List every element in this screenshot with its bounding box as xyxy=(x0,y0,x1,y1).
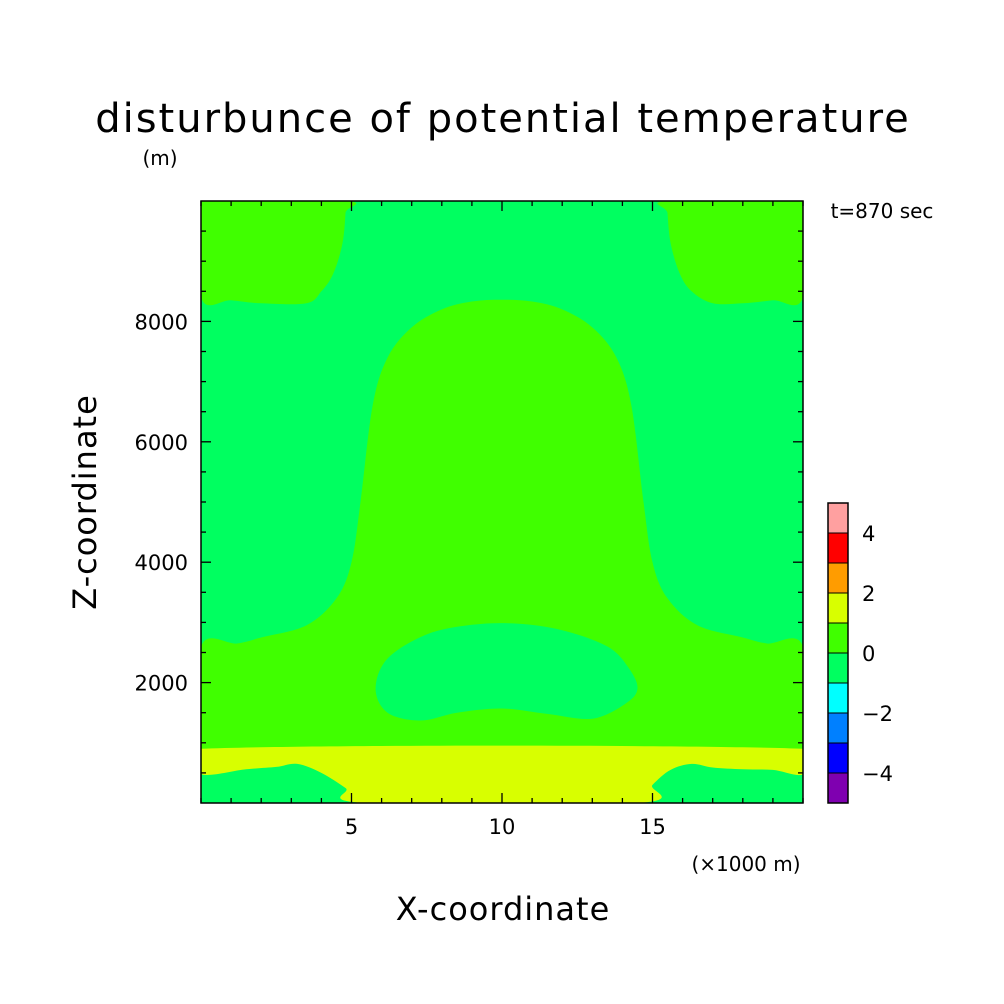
x-axis-title: X-coordinate xyxy=(396,890,611,928)
colorbar-tick-label: 0 xyxy=(862,642,875,666)
y-tick-label: 2000 xyxy=(135,672,188,696)
y-tick-label: 4000 xyxy=(135,551,188,575)
colorbar-swatch xyxy=(827,562,849,594)
colorbar-swatch xyxy=(827,742,849,774)
x-unit-label: (×1000 m) xyxy=(691,852,800,876)
colorbar-tick-label: −2 xyxy=(862,702,893,726)
region-upper-left-positive xyxy=(201,201,357,306)
colorbar-swatch xyxy=(827,502,849,534)
x-tick-label: 10 xyxy=(489,815,516,839)
y-tick-label: 6000 xyxy=(135,431,188,455)
colorbar-tick-label: 2 xyxy=(862,582,875,606)
time-label: t=870 sec xyxy=(831,199,934,223)
chart-title: disturbunce of potential temperature xyxy=(95,96,911,142)
colorbar-tick-label: 4 xyxy=(862,522,875,546)
y-axis-ticks: 2000 4000 6000 8000 xyxy=(135,230,803,774)
colorbar-tick-label: −4 xyxy=(862,762,893,786)
y-tick-label: 8000 xyxy=(135,310,188,334)
colorbar-frame xyxy=(827,502,849,804)
region-central-oval-zero xyxy=(375,623,638,721)
colorbar-swatch xyxy=(827,532,849,564)
x-axis-ticks: 5 10 15 xyxy=(200,201,804,839)
x-tick-label: 5 xyxy=(345,815,358,839)
region-central-bell-positive xyxy=(201,299,803,762)
colorbar-swatch xyxy=(827,712,849,744)
colorbar-swatch xyxy=(827,652,849,684)
colorbar-swatch xyxy=(827,592,849,624)
colorbar: 4 2 0 −2 −4 xyxy=(827,502,893,804)
title-unit-label: (m) xyxy=(142,146,177,170)
colorbar-swatch xyxy=(827,682,849,714)
colorbar-swatch xyxy=(827,772,849,804)
x-tick-label: 15 xyxy=(639,815,666,839)
plot-area xyxy=(200,200,804,804)
colorbar-swatch xyxy=(827,622,849,654)
y-axis-title: Z-coordinate xyxy=(66,394,104,610)
region-surface-warm-layer xyxy=(201,745,803,803)
region-upper-right-positive xyxy=(657,201,803,306)
